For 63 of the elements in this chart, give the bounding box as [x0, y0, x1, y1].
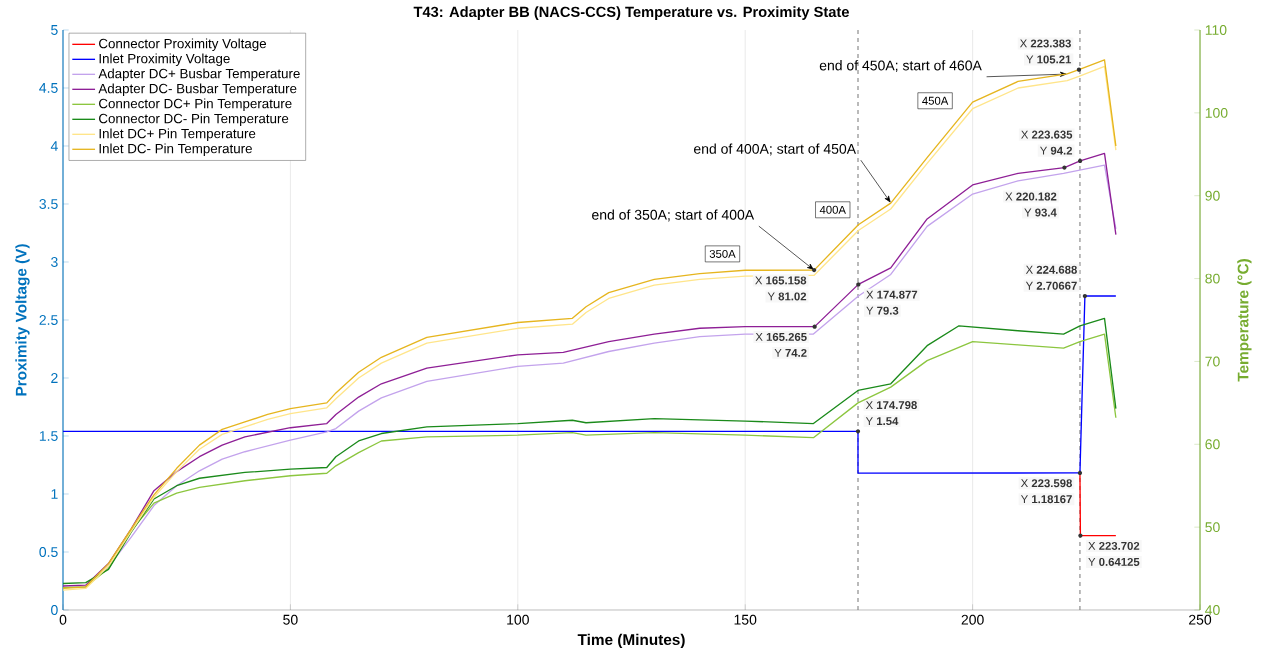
y2-tick-label: 70 [1205, 356, 1220, 367]
annotation: X 165.265 [755, 332, 807, 341]
y2-tick-label: 110 [1205, 25, 1227, 35]
annotation: X 223.635 [1021, 130, 1073, 139]
legend-label: Adapter DC+ Busbar Temperature [98, 68, 300, 81]
y-tick-label: 1.5 [39, 431, 58, 441]
y2-axis-title: Temperature (°C) [1237, 259, 1252, 382]
y2-tick-label: 80 [1205, 273, 1220, 284]
x-axis-title: Time (Minutes) [577, 633, 685, 649]
annotation: Y 74.2 [774, 348, 807, 357]
y-tick-label: 5 [51, 25, 58, 35]
annotation: Y 81.02 [767, 292, 807, 301]
y-axis-title: Proximity Voltage (V) [15, 244, 30, 396]
annotation: Y 94.2 [1039, 146, 1073, 155]
annotation: Y 0.64125 [1088, 557, 1140, 566]
legend-label: Adapter DC- Busbar Temperature [98, 83, 297, 96]
annotation: X 220.182 [1005, 192, 1057, 201]
y-tick-label: 3 [51, 257, 58, 267]
annotation: X 174.877 [866, 290, 918, 299]
annotation: Y 1.54 [865, 417, 899, 426]
y2-tick-label: 100 [1205, 107, 1228, 118]
annotation: X 223.702 [1088, 541, 1140, 550]
annotation: Y 93.4 [1024, 208, 1057, 217]
legend-label: Connector Proximity Voltage [99, 38, 267, 51]
annotation: Y 79.3 [866, 306, 899, 315]
y2-tick-label: 90 [1205, 190, 1220, 201]
y2-tick-label: 40 [1205, 605, 1220, 615]
legend-label: Inlet Proximity Voltage [99, 53, 230, 66]
annotation: end of 350A; start of 400A [592, 209, 755, 222]
annotation: 450A [922, 96, 949, 105]
x-tick-label: 250 [1189, 614, 1212, 625]
y2-tick-label: 60 [1205, 439, 1220, 450]
annotation: 400A [819, 205, 846, 214]
legend-label: Inlet DC+ Pin Temperature [99, 128, 256, 141]
y-tick-label: 3.5 [39, 199, 58, 209]
annotation: Y 105.21 [1026, 55, 1072, 64]
annotation: X 223.383 [1019, 39, 1071, 48]
y-tick-label: 2.5 [39, 315, 58, 325]
annotation: Y 1.18167 [1020, 495, 1072, 504]
x-tick-label: 100 [507, 614, 529, 625]
annotation: X 223.598 [1020, 479, 1072, 488]
y2-tick-label: 50 [1205, 522, 1220, 533]
x-tick-label: 0 [59, 614, 67, 625]
y-tick-label: 2 [51, 373, 58, 383]
chart-title: T43: Adapter BB (NACS-CCS) Temperature vs. Proximity State [413, 6, 849, 20]
y-tick-label: 0.5 [39, 547, 58, 557]
x-tick-label: 150 [734, 614, 757, 625]
y-tick-label: 1 [51, 489, 58, 499]
annotation: end of 450A; start of 460A [819, 60, 982, 73]
y-tick-label: 4 [50, 141, 58, 151]
legend-label: Connector DC- Pin Temperature [99, 113, 289, 126]
annotation: X 224.688 [1025, 265, 1077, 274]
x-tick-label: 50 [283, 614, 298, 625]
legend-label: Connector DC+ Pin Temperature [99, 98, 292, 111]
annotation: end of 400A; start of 450A [694, 143, 857, 156]
annotation: X 165.158 [755, 276, 807, 285]
y-tick-label: 4.5 [39, 83, 58, 93]
annotation: 350A [709, 249, 736, 258]
annotation: X 174.798 [865, 401, 917, 410]
legend-label: Inlet DC- Pin Temperature [99, 143, 252, 156]
y-tick-label: 0 [51, 605, 58, 615]
annotation: Y 2.70667 [1025, 281, 1077, 290]
x-tick-label: 200 [961, 614, 984, 625]
